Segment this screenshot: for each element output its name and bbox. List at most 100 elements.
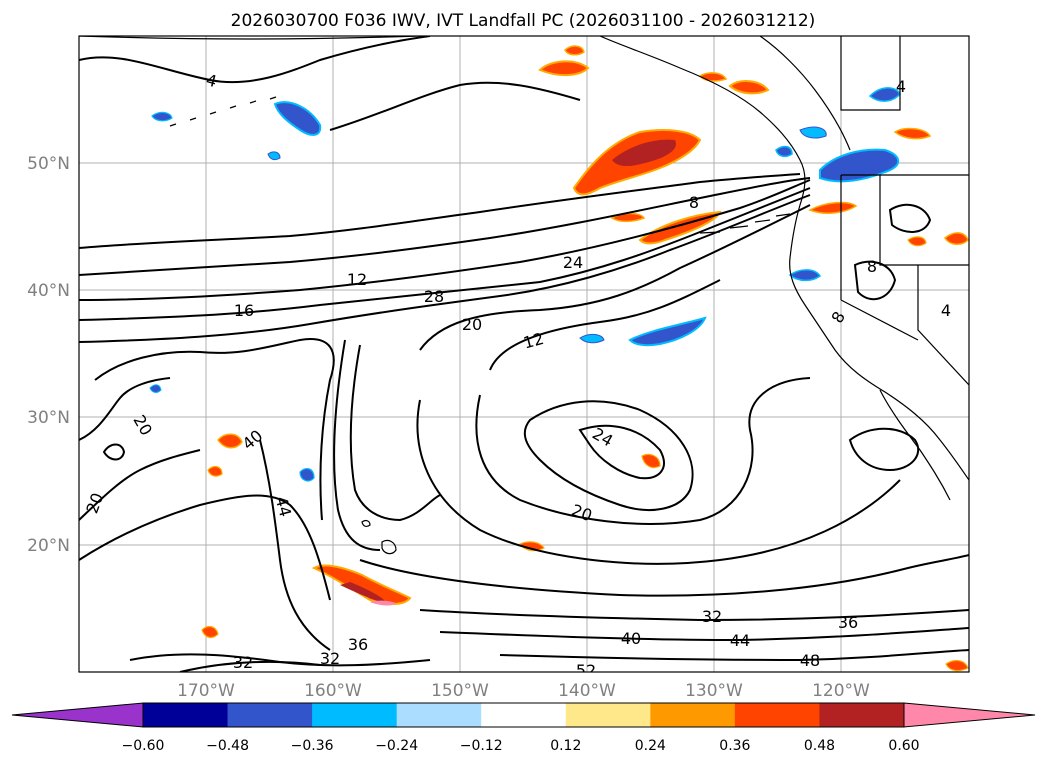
colorbar-under-extension bbox=[11, 702, 144, 728]
contour-line bbox=[349, 344, 441, 522]
contour-lines bbox=[79, 36, 969, 672]
anomaly-inland-red-2 bbox=[907, 236, 927, 247]
anomaly-top-2 bbox=[564, 45, 585, 56]
contour-label: 24 bbox=[563, 253, 583, 272]
colorbar-bins bbox=[143, 703, 905, 727]
latitude-labels: 50°N 40°N 30°N 20°N bbox=[27, 154, 70, 556]
anomaly-20n-red bbox=[519, 541, 545, 552]
anomaly-15n-pink bbox=[370, 600, 396, 606]
anomaly-west-red-2 bbox=[207, 465, 223, 477]
anomaly-west-blue bbox=[151, 111, 173, 122]
anomaly-west-blue-2 bbox=[299, 468, 315, 482]
contour-line bbox=[333, 339, 381, 551]
lon-label-120w: 120°W bbox=[812, 681, 870, 701]
contour-line bbox=[439, 627, 969, 642]
contour-label: 44 bbox=[730, 631, 750, 650]
contour-line bbox=[94, 338, 335, 521]
contour-label: 12 bbox=[521, 329, 546, 353]
lon-label-170w: 170°W bbox=[177, 681, 235, 701]
coastline-hawaii-small bbox=[361, 519, 371, 528]
contour-line bbox=[359, 554, 969, 597]
anomaly-pnw-blue bbox=[819, 148, 900, 183]
map-frame bbox=[78, 35, 970, 673]
colorbar-ticks: −0.60 −0.48 −0.36 −0.24 −0.12 0.12 0.24 0.36 0.4… bbox=[122, 738, 920, 754]
contour-line bbox=[523, 400, 694, 511]
colorbar-bin bbox=[650, 703, 736, 727]
lon-label-160w: 160°W bbox=[304, 681, 362, 701]
colorbar-bin bbox=[734, 703, 820, 727]
colorbar-tick-label: 0.48 bbox=[804, 738, 835, 754]
lat-label-30n: 30°N bbox=[27, 408, 70, 428]
coastline-bc bbox=[759, 36, 851, 151]
colorbar-tick-label: 0.60 bbox=[888, 738, 919, 754]
anomaly-canada-red bbox=[893, 127, 932, 140]
contour-line bbox=[578, 424, 665, 480]
contour-line bbox=[79, 449, 201, 521]
gridlines bbox=[79, 36, 969, 672]
contour-label: 28 bbox=[424, 287, 444, 306]
contour-line bbox=[79, 36, 431, 84]
anomaly-top-1 bbox=[538, 60, 590, 76]
canada-border bbox=[840, 36, 901, 111]
contour-label: 12 bbox=[347, 270, 367, 289]
contour-label: 8 bbox=[867, 257, 877, 276]
colorbar: −0.60 −0.48 −0.36 −0.24 −0.12 0.12 0.24 0.36 0.4… bbox=[11, 702, 1036, 754]
colorbar-over-extension bbox=[903, 702, 1036, 728]
contour-line bbox=[419, 609, 969, 622]
contour-label: 32 bbox=[233, 653, 253, 672]
contour-label: 4 bbox=[941, 301, 951, 320]
anomaly-aleutian-blue bbox=[273, 101, 322, 136]
contour-line bbox=[848, 427, 920, 472]
contour-line bbox=[79, 177, 811, 276]
contour-label: 40 bbox=[621, 629, 641, 648]
contour-line bbox=[853, 260, 897, 301]
lat-label-40n: 40°N bbox=[27, 281, 70, 301]
anomaly-california-blue bbox=[788, 269, 822, 282]
coastline-aleutians bbox=[169, 96, 277, 127]
colorbar-bin bbox=[481, 703, 567, 727]
anomaly-37n-blue bbox=[628, 316, 707, 347]
contour-label: 4 bbox=[896, 77, 906, 96]
longitude-labels: 170°W 160°W 150°W 140°W 130°W 120°W bbox=[177, 681, 870, 701]
contour-label: 20 bbox=[462, 315, 482, 334]
plot-title: 2026030700 F036 IWV, IVT Landfall PC (20… bbox=[231, 11, 816, 31]
colorbar-tick-label: −0.12 bbox=[460, 738, 503, 754]
anomaly-bc-blue bbox=[775, 145, 793, 158]
anomaly-37n-cyan bbox=[579, 333, 605, 344]
contour-line bbox=[79, 194, 811, 343]
lon-label-130w: 130°W bbox=[685, 681, 743, 701]
lat-label-20n: 20°N bbox=[27, 536, 70, 556]
colorbar-bin bbox=[565, 703, 651, 727]
anomaly-inland-red bbox=[944, 232, 969, 245]
lat-label-50n: 50°N bbox=[27, 154, 70, 174]
contour-line bbox=[79, 173, 801, 249]
contour-label: 4 bbox=[204, 70, 219, 91]
contour-label: 36 bbox=[838, 613, 858, 632]
contour-line bbox=[179, 660, 321, 672]
anomaly-tiny-blue-1 bbox=[149, 384, 162, 393]
colorbar-tick-label: −0.48 bbox=[206, 738, 249, 754]
anomaly-tiny-cyan-1 bbox=[267, 151, 281, 161]
anomaly-west-red-1 bbox=[217, 433, 243, 449]
lon-label-140w: 140°W bbox=[558, 681, 616, 701]
contour-line bbox=[79, 494, 331, 601]
map-background bbox=[79, 36, 969, 672]
coastline-baja bbox=[879, 389, 951, 501]
contour-label: 36 bbox=[348, 635, 368, 654]
anomaly-gulf-alaska-core bbox=[612, 139, 676, 167]
contour-line bbox=[489, 279, 721, 371]
anomaly-bc-cyan bbox=[799, 126, 827, 139]
contour-labels: 4 8 12 16 20 24 28 12 20 40 44 20 24 20 … bbox=[82, 70, 951, 672]
colorbar-bin bbox=[227, 703, 313, 727]
coastline-hawaii bbox=[381, 539, 397, 555]
contour-line bbox=[79, 187, 811, 321]
coastline-alaska bbox=[79, 36, 421, 40]
contour-label: 8 bbox=[689, 193, 699, 212]
contour-line bbox=[259, 439, 331, 651]
anomaly-sw-red bbox=[201, 625, 219, 639]
anomaly-coast-or bbox=[808, 201, 858, 214]
contour-line bbox=[499, 649, 969, 662]
anomaly-15n-core bbox=[340, 582, 388, 604]
contour-line bbox=[888, 203, 932, 233]
